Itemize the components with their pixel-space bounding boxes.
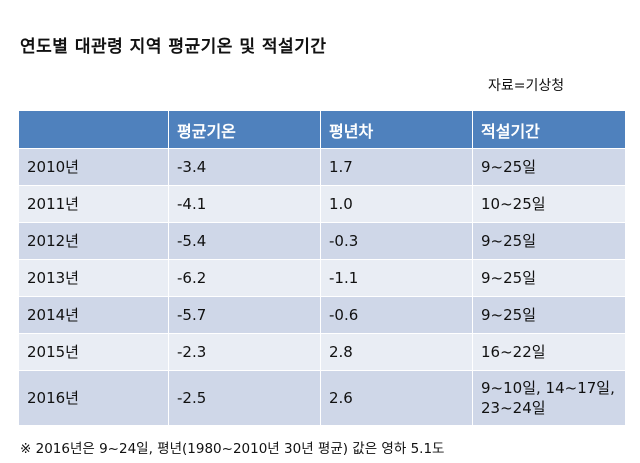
cell-snow-period: 9~25일 (472, 296, 626, 334)
cell-year: 2012년 (18, 222, 169, 260)
cell-avg-temp: -5.7 (168, 296, 321, 334)
table-row: 2016년 -2.5 2.6 9~10일, 14~17일, 23~24일 (18, 370, 626, 426)
cell-deviation: 1.0 (320, 185, 473, 223)
header-cell-year (18, 110, 169, 149)
header-cell-avg-temp: 평균기온 (168, 110, 321, 149)
cell-year: 2013년 (18, 259, 169, 297)
cell-avg-temp: -4.1 (168, 185, 321, 223)
cell-avg-temp: -2.5 (168, 370, 321, 426)
cell-avg-temp: -2.3 (168, 333, 321, 371)
cell-deviation: 2.6 (320, 370, 473, 426)
page-title: 연도별 대관령 지역 평균기온 및 적설기간 (20, 37, 327, 57)
source-label: 자료=기상청 (488, 78, 565, 94)
cell-deviation: -1.1 (320, 259, 473, 297)
cell-snow-period: 16~22일 (472, 333, 626, 371)
cell-deviation: -0.3 (320, 222, 473, 260)
footnote: ※ 2016년은 9~24일, 평년(1980~2010년 30년 평균) 값은… (20, 441, 445, 457)
table-row: 2010년 -3.4 1.7 9~25일 (18, 148, 626, 186)
header-row: 평균기온 평년차 적설기간 (18, 110, 626, 149)
cell-avg-temp: -6.2 (168, 259, 321, 297)
table-row: 2012년 -5.4 -0.3 9~25일 (18, 222, 626, 260)
cell-snow-period: 9~25일 (472, 259, 626, 297)
cell-deviation: 2.8 (320, 333, 473, 371)
cell-snow-period: 9~25일 (472, 222, 626, 260)
table-row: 2011년 -4.1 1.0 10~25일 (18, 185, 626, 223)
cell-year: 2011년 (18, 185, 169, 223)
cell-year: 2010년 (18, 148, 169, 186)
header-cell-snow-period: 적설기간 (472, 110, 626, 149)
cell-deviation: -0.6 (320, 296, 473, 334)
table-row: 2014년 -5.7 -0.6 9~25일 (18, 296, 626, 334)
cell-avg-temp: -3.4 (168, 148, 321, 186)
cell-avg-temp: -5.4 (168, 222, 321, 260)
cell-year: 2014년 (18, 296, 169, 334)
cell-deviation: 1.7 (320, 148, 473, 186)
cell-snow-period: 9~10일, 14~17일, 23~24일 (472, 370, 626, 426)
cell-year: 2016년 (18, 370, 169, 426)
table-row: 2013년 -6.2 -1.1 9~25일 (18, 259, 626, 297)
cell-snow-period: 9~25일 (472, 148, 626, 186)
header-cell-deviation: 평년차 (320, 110, 473, 149)
cell-year: 2015년 (18, 333, 169, 371)
data-table: 평균기온 평년차 적설기간 2010년 -3.4 1.7 9~25일 2011년… (18, 110, 626, 426)
cell-snow-period: 10~25일 (472, 185, 626, 223)
table-row: 2015년 -2.3 2.8 16~22일 (18, 333, 626, 371)
